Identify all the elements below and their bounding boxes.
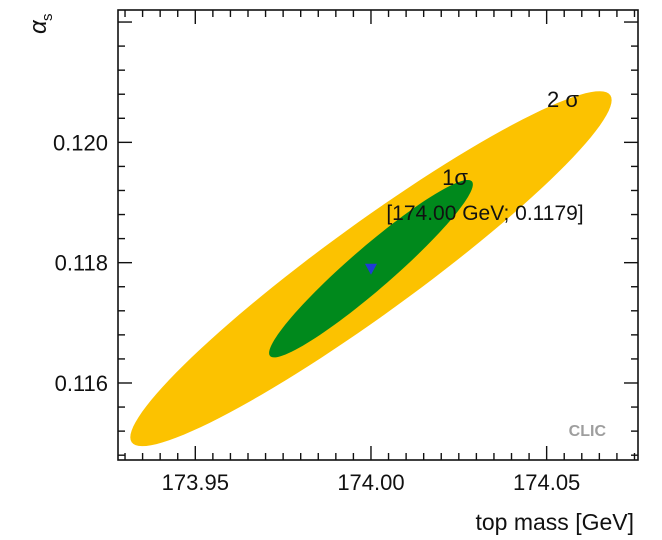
y-axis-label: α s (25, 14, 56, 35)
x-tick-label: 174.05 (513, 470, 580, 495)
label-2sigma: 2 σ (547, 87, 579, 112)
y-tick-label: 0.120 (53, 130, 108, 155)
label-1sigma: 1σ (442, 165, 468, 190)
x-tick-label: 173.95 (162, 470, 229, 495)
plot-frame (117, 9, 639, 461)
y-tick-label: 0.116 (55, 371, 108, 396)
x-axis-label: top mass [GeV] (475, 509, 634, 535)
best-fit-marker (364, 263, 377, 275)
y-tick-label: 0.118 (55, 251, 108, 276)
svg-text:s: s (39, 14, 56, 22)
watermark: CLIC (569, 423, 607, 440)
axis-ticks: 173.95 174.00 174.05 0.116 0.118 0.120 (53, 10, 638, 495)
best-fit-label: [174.00 GeV; 0.1179] (386, 202, 583, 225)
svg-text:α: α (25, 19, 52, 34)
x-tick-label: 174.00 (337, 470, 404, 495)
plot-area: 2 σ 1σ [174.00 GeV; 0.1179] (130, 87, 612, 447)
